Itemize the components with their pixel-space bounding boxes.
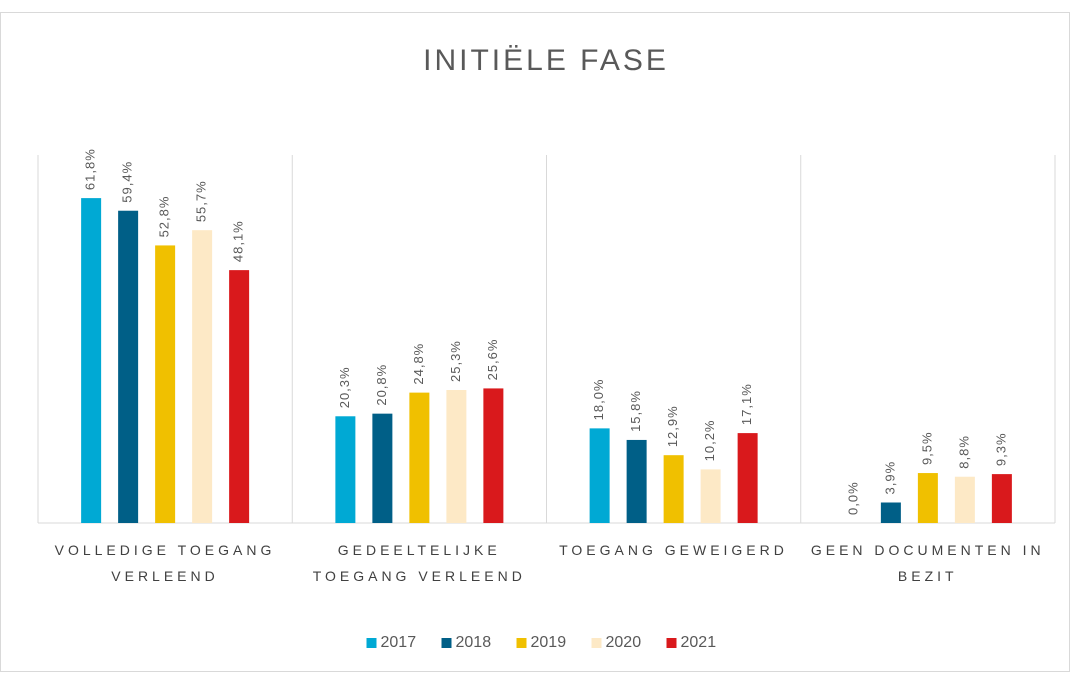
- value-label: 15,8%: [628, 390, 643, 432]
- value-label: 61,8%: [83, 148, 98, 190]
- x-tick-label: GEEN DOCUMENTEN IN BEZIT: [810, 542, 1045, 584]
- value-label: 48,1%: [231, 220, 246, 262]
- bar: [880, 502, 901, 523]
- value-label: 24,8%: [411, 343, 426, 385]
- legend-swatch: [366, 638, 377, 648]
- bar: [229, 270, 250, 523]
- bar: [155, 245, 176, 523]
- bar: [991, 474, 1012, 523]
- value-label: 8,8%: [956, 435, 971, 469]
- bar: [446, 389, 467, 523]
- legend-label: 2017: [381, 634, 417, 651]
- bar: [409, 392, 430, 523]
- value-label: 3,9%: [882, 461, 897, 495]
- value-label: 18,0%: [591, 378, 606, 420]
- bar: [335, 416, 356, 523]
- legend-swatch: [666, 638, 677, 648]
- value-label: 25,3%: [448, 340, 463, 382]
- bar: [81, 198, 102, 523]
- value-label: 17,1%: [739, 383, 754, 425]
- value-label: 20,8%: [374, 364, 389, 406]
- bar: [483, 388, 504, 523]
- bar: [118, 210, 139, 523]
- bar: [589, 428, 610, 523]
- x-tick-label: VOLLEDIGE TOEGANG VERLEEND: [54, 542, 276, 584]
- legend-label: 2021: [681, 634, 717, 651]
- legend-swatch: [441, 638, 452, 648]
- bar: [737, 433, 758, 523]
- bar: [192, 230, 213, 524]
- value-label: 20,3%: [337, 366, 352, 408]
- x-tick-label: TOEGANG GEWEIGERD: [559, 542, 788, 558]
- bar: [917, 473, 938, 523]
- bar: [626, 439, 647, 523]
- chart-border: [0, 12, 1070, 672]
- value-label: 0,0%: [845, 481, 860, 515]
- value-label: 9,5%: [919, 431, 934, 465]
- bar: [663, 455, 684, 523]
- value-label: 59,4%: [120, 161, 135, 203]
- legend-label: 2018: [456, 634, 492, 651]
- legend-swatch: [516, 638, 527, 648]
- value-label: 55,7%: [194, 180, 209, 222]
- value-label: 10,2%: [702, 420, 717, 462]
- bar: [372, 413, 393, 523]
- legend-label: 2020: [606, 634, 642, 651]
- value-label: 9,3%: [993, 432, 1008, 466]
- value-label: 52,8%: [157, 196, 172, 238]
- bar: [700, 469, 721, 523]
- bar: [954, 476, 975, 523]
- x-tick-label: GEDEELTELIJKE TOEGANG VERLEEND: [312, 542, 526, 584]
- chart-title: INITIËLE FASE: [423, 44, 669, 77]
- value-label: 25,6%: [485, 339, 500, 381]
- legend-swatch: [591, 638, 602, 648]
- value-label: 12,9%: [665, 405, 680, 447]
- legend-label: 2019: [531, 634, 567, 651]
